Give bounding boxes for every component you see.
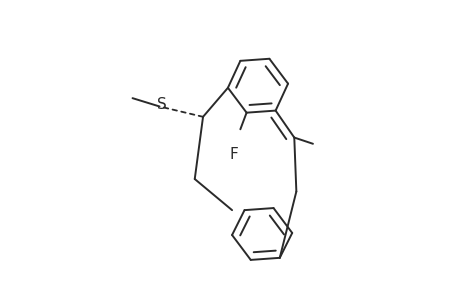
- Text: S: S: [157, 97, 166, 112]
- Text: F: F: [230, 147, 238, 162]
